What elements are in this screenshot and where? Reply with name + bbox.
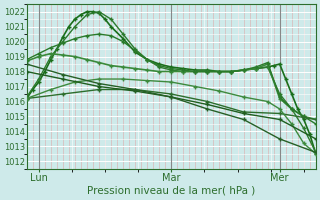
X-axis label: Pression niveau de la mer( hPa ): Pression niveau de la mer( hPa ) [87, 186, 255, 196]
